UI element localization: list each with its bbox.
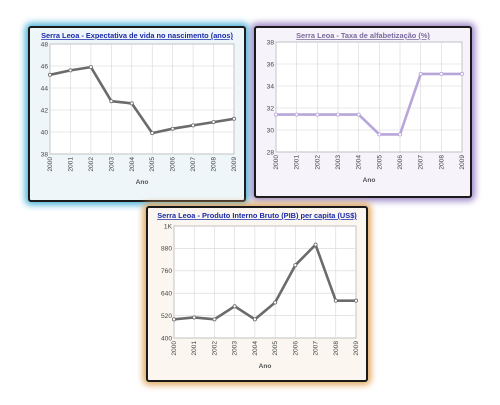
life-expectancy-chart-svg: Serra Leoa - Expectativa de vida no nasc… (41, 31, 238, 186)
y-tick-label: 640 (161, 291, 172, 298)
literacy-rate-chart-svg: Serra Leoa - Taxa de alfabetização (%) 2… (267, 31, 466, 184)
x-tick-label: 2005 (376, 155, 383, 170)
data-point[interactable] (212, 317, 217, 322)
x-axis-label: Ano (259, 363, 272, 370)
plot-area (49, 43, 235, 155)
data-point[interactable] (356, 112, 361, 117)
y-tick-label: 1K (164, 223, 173, 230)
data-point[interactable] (273, 112, 278, 117)
data-point[interactable] (439, 71, 444, 76)
plot-area (275, 41, 463, 153)
x-tick-label: 2004 (356, 155, 363, 170)
y-tick-label: 48 (41, 41, 49, 48)
chart-panel-gdp-per-capita: Serra Leoa - Produto Interno Bruto (PIB)… (146, 206, 368, 382)
x-axis-label: Ano (136, 179, 149, 186)
data-point[interactable] (418, 71, 423, 76)
y-tick-label: 520 (161, 313, 172, 320)
data-point[interactable] (459, 71, 464, 76)
y-tick-label: 42 (41, 107, 49, 114)
data-point[interactable] (150, 131, 155, 136)
data-point[interactable] (313, 242, 318, 247)
x-tick-label: 2006 (170, 157, 177, 172)
x-tick-label: 2008 (438, 155, 445, 170)
y-tick-label: 36 (267, 61, 275, 68)
data-point[interactable] (336, 112, 341, 117)
y-tick-label: 40 (41, 129, 49, 136)
y-tick-label: 760 (161, 268, 172, 275)
x-tick-label: 2000 (273, 155, 280, 170)
series-line (276, 72, 462, 136)
x-tick-label: 2005 (272, 341, 279, 356)
data-point[interactable] (294, 112, 299, 117)
x-tick-label: 2001 (67, 157, 74, 172)
data-point[interactable] (397, 132, 402, 137)
data-point[interactable] (232, 304, 237, 309)
x-tick-label: 2004 (252, 341, 259, 356)
x-tick-label: 2002 (211, 341, 218, 356)
data-point[interactable] (273, 300, 278, 305)
data-point[interactable] (353, 298, 358, 303)
y-tick-label: 880 (161, 246, 172, 253)
x-tick-label: 2000 (47, 157, 54, 172)
data-point[interactable] (88, 65, 93, 70)
y-tick-label: 38 (41, 151, 49, 158)
chart-title[interactable]: Serra Leoa - Taxa de alfabetização (%) (296, 31, 430, 40)
data-point[interactable] (315, 112, 320, 117)
series-line (49, 65, 235, 135)
x-axis-label: Ano (363, 177, 376, 184)
y-tick-label: 28 (267, 149, 275, 156)
x-tick-label: 2004 (129, 157, 136, 172)
x-tick-label: 2009 (353, 341, 360, 356)
data-point[interactable] (211, 120, 216, 125)
data-point[interactable] (170, 126, 175, 131)
x-tick-label: 2002 (314, 155, 321, 170)
x-tick-label: 2006 (397, 155, 404, 170)
y-tick-label: 400 (161, 335, 172, 342)
y-tick-label: 38 (267, 39, 275, 46)
y-tick-label: 32 (267, 105, 275, 112)
x-tick-label: 2008 (333, 341, 340, 356)
x-tick-label: 2008 (211, 157, 218, 172)
series-line (173, 243, 356, 321)
x-tick-label: 2006 (292, 341, 299, 356)
x-tick-label: 2001 (191, 341, 198, 356)
y-tick-label: 34 (267, 83, 275, 90)
chart-panel-life-expectancy: Serra Leoa - Expectativa de vida no nasc… (28, 26, 246, 202)
data-point[interactable] (192, 315, 197, 320)
data-point[interactable] (171, 317, 176, 322)
data-point[interactable] (47, 72, 52, 77)
data-point[interactable] (377, 132, 382, 137)
x-tick-label: 2007 (190, 157, 197, 172)
data-point[interactable] (191, 123, 196, 128)
data-point[interactable] (333, 298, 338, 303)
x-tick-label: 2002 (88, 157, 95, 172)
data-point[interactable] (293, 263, 298, 268)
data-point[interactable] (252, 317, 257, 322)
x-tick-label: 2007 (418, 155, 425, 170)
x-tick-label: 2003 (335, 155, 342, 170)
data-point[interactable] (129, 101, 134, 106)
data-point[interactable] (68, 68, 73, 73)
chart-panel-literacy-rate: Serra Leoa - Taxa de alfabetização (%) 2… (254, 26, 472, 198)
y-tick-label: 30 (267, 127, 275, 134)
chart-title[interactable]: Serra Leoa - Produto Interno Bruto (PIB)… (157, 211, 357, 220)
chart-title[interactable]: Serra Leoa - Expectativa de vida no nasc… (41, 31, 233, 40)
x-tick-label: 2007 (313, 341, 320, 356)
x-tick-label: 2003 (232, 341, 239, 356)
data-point[interactable] (231, 116, 236, 121)
x-tick-label: 2009 (231, 157, 238, 172)
data-point[interactable] (109, 99, 114, 104)
y-tick-label: 46 (41, 63, 49, 70)
x-tick-label: 2001 (294, 155, 301, 170)
x-tick-label: 2009 (459, 155, 466, 170)
x-tick-label: 2003 (108, 157, 115, 172)
x-tick-label: 2000 (171, 341, 178, 356)
x-tick-label: 2005 (149, 157, 156, 172)
y-tick-label: 44 (41, 85, 49, 92)
gdp-per-capita-chart-svg: Serra Leoa - Produto Interno Bruto (PIB)… (157, 211, 360, 370)
